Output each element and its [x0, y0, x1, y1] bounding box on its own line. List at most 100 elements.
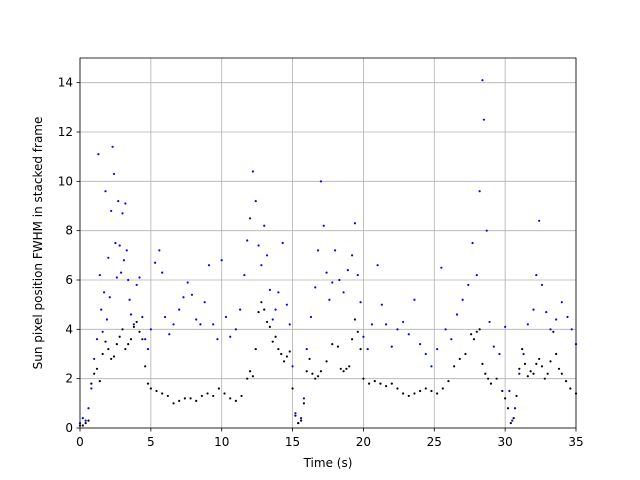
data-point	[98, 380, 101, 383]
data-point	[138, 330, 141, 333]
y-tick-label: 10	[58, 174, 73, 188]
data-point	[385, 384, 388, 388]
x-tick-label: 0	[76, 435, 84, 449]
data-point	[316, 375, 320, 378]
grid	[79, 58, 577, 429]
data-point	[229, 397, 232, 400]
data-point	[482, 118, 485, 121]
data-point	[288, 350, 291, 353]
data-point	[263, 224, 266, 227]
x-tick-label: 20	[356, 435, 371, 449]
data-point	[345, 367, 348, 370]
data-point	[178, 399, 181, 402]
data-point	[569, 387, 572, 390]
data-point	[557, 367, 561, 370]
data-point	[309, 315, 313, 319]
data-point	[154, 261, 157, 264]
data-point	[239, 308, 242, 311]
data-point	[447, 380, 450, 383]
data-point	[299, 419, 303, 422]
data-point	[260, 301, 263, 304]
data-point	[100, 308, 103, 311]
data-point	[212, 323, 215, 326]
data-point	[481, 79, 484, 82]
x-tick-label: 35	[568, 435, 583, 449]
data-point	[370, 323, 374, 326]
data-point	[566, 315, 569, 319]
series-2	[78, 301, 578, 427]
data-point	[336, 345, 340, 348]
data-point	[168, 333, 171, 336]
data-point	[366, 347, 369, 351]
data-point	[461, 298, 464, 301]
data-point	[339, 367, 342, 370]
data-point	[319, 370, 323, 373]
data-point	[430, 389, 433, 393]
data-point	[277, 347, 280, 351]
data-point	[138, 276, 141, 279]
data-point	[104, 340, 107, 343]
data-point	[331, 343, 334, 346]
data-point	[172, 323, 175, 326]
data-point	[546, 372, 549, 375]
data-point	[158, 249, 161, 252]
y-tick-label: 14	[58, 76, 73, 90]
data-point	[413, 392, 416, 395]
data-point	[379, 382, 382, 385]
y-axis-label: Sun pixel position FWHM in stacked frame	[31, 117, 45, 370]
data-point	[190, 293, 194, 296]
y-tick-label: 4	[65, 322, 73, 336]
data-point	[362, 335, 365, 338]
data-point	[95, 338, 99, 341]
data-point	[512, 417, 515, 420]
data-point	[538, 357, 541, 361]
data-point	[127, 343, 130, 346]
data-point	[206, 392, 209, 395]
data-point	[161, 392, 164, 395]
data-point	[526, 323, 529, 326]
data-point	[144, 338, 147, 341]
data-point	[498, 352, 501, 356]
x-tick-label: 10	[214, 435, 229, 449]
data-point	[243, 273, 246, 277]
data-point	[161, 271, 164, 274]
data-point	[362, 377, 365, 380]
data-point	[121, 328, 124, 331]
data-point	[282, 360, 286, 363]
data-point	[549, 328, 552, 331]
data-point	[424, 352, 427, 356]
data-point	[127, 278, 130, 282]
series-1	[78, 79, 578, 425]
data-point	[508, 389, 511, 393]
data-point	[294, 412, 297, 415]
data-point	[353, 318, 357, 321]
data-point	[555, 352, 558, 356]
data-point	[234, 328, 237, 331]
data-point	[121, 212, 124, 215]
data-point	[570, 328, 573, 331]
data-point	[207, 264, 211, 267]
data-point	[149, 387, 152, 390]
data-point	[390, 382, 393, 385]
data-point	[402, 392, 405, 395]
data-point	[240, 394, 243, 398]
data-point	[163, 315, 167, 319]
data-point	[182, 296, 185, 299]
data-point	[356, 330, 359, 333]
x-axis-label: Time (s)	[303, 456, 353, 470]
data-point	[189, 397, 192, 400]
data-point	[407, 333, 410, 336]
data-point	[513, 407, 517, 410]
data-point	[501, 389, 504, 393]
data-point	[348, 365, 351, 368]
data-point	[115, 343, 118, 346]
data-point	[488, 320, 491, 324]
data-point	[430, 365, 433, 368]
data-point	[328, 298, 331, 301]
data-point	[84, 419, 87, 422]
data-point	[305, 370, 308, 373]
data-point	[523, 362, 527, 365]
data-point	[518, 367, 521, 370]
data-point	[552, 330, 555, 333]
data-point	[492, 345, 495, 348]
